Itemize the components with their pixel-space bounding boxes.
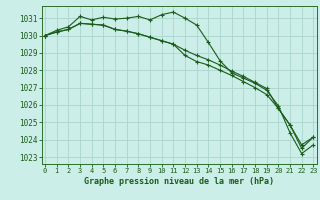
X-axis label: Graphe pression niveau de la mer (hPa): Graphe pression niveau de la mer (hPa) (84, 177, 274, 186)
